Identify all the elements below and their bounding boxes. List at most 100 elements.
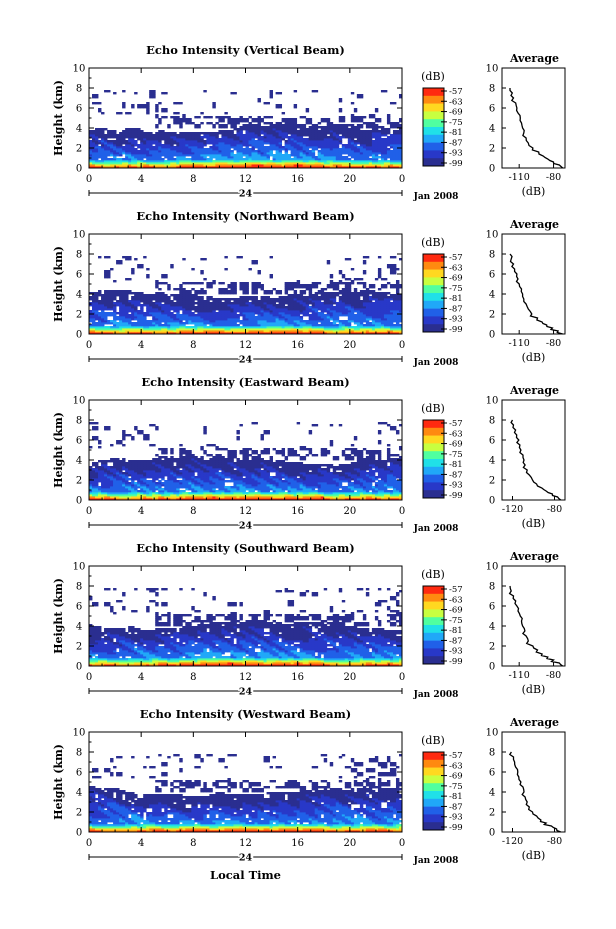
heatmap-cell [209,302,213,305]
heatmap-cell [350,320,355,323]
heatmap-cell [155,104,159,107]
heatmap-cell [359,308,364,311]
heatmap-cell [314,316,319,319]
heatmap-cell [224,330,228,333]
heatmap-cell [92,296,96,299]
heatmap-cell [380,128,385,131]
heatmap-cell [290,294,295,297]
heatmap-cell [359,150,364,153]
heatmap-cell [257,320,261,323]
heatmap-cell [104,142,108,145]
heatmap-cell [218,292,222,295]
heatmap-cell [308,292,313,295]
heatmap-cell [296,326,301,329]
heatmap-cell [95,160,99,163]
heatmap-cell [353,130,358,133]
heatmap-cell [275,130,280,133]
heatmap-cell [131,144,135,147]
heatmap-cell [119,262,123,265]
heatmap-cell [356,328,361,331]
heatmap-cell [323,148,328,151]
heatmap-cell [230,150,234,153]
heatmap-cell [212,140,216,143]
heatmap-cell [305,138,310,141]
heatmap-cell [95,470,99,473]
heatmap-cell [272,148,276,151]
heatmap-cell [230,124,234,127]
heatmap-cell [101,142,105,145]
heatmap-cell [311,128,316,131]
heatmap-cell [167,326,171,329]
heatmap-cell [101,328,105,331]
heatmap-cell [251,308,255,311]
heatmap-cell [230,304,234,307]
heatmap-cell [206,154,210,157]
heatmap-cell [350,316,355,319]
heatmap-cell [308,120,313,123]
heatmap-cell [380,142,385,145]
heatmap-cell [386,306,391,309]
colorbar-tick-label: -69 [449,274,463,284]
heatmap-cell [176,164,180,167]
heatmap-cell [335,306,340,309]
heatmap-cell [176,316,180,319]
heatmap-cell [374,328,379,331]
heatmap-cell [380,156,385,159]
heatmap-cell [383,312,388,315]
heatmap-cell [377,272,382,275]
heatmap-cell [332,306,337,309]
heatmap-cell [122,160,126,163]
heatmap-cell [257,158,261,161]
heatmap-cell [188,120,192,123]
heatmap-cell [101,466,105,469]
heatmap-cell [92,148,96,151]
heatmap-cell [356,136,361,139]
heatmap-cell [251,128,255,131]
heatmap-cell [95,464,99,467]
heatmap-cell [299,294,304,297]
heatmap-cell [299,310,304,313]
heatmap-cell [197,134,201,137]
heatmap-cell [107,320,111,323]
heatmap-cell [224,162,228,165]
heatmap-cell [341,144,346,147]
heatmap-cell [116,318,120,321]
heatmap-cell [383,128,388,131]
heatmap-cell [374,132,379,135]
heatmap-cell [374,318,379,321]
heatmap-cell [185,146,189,149]
heatmap-cell [341,128,346,131]
heatmap-cell [212,314,216,317]
heatmap-cell [278,310,283,313]
heatmap-cell [278,302,283,305]
heatmap-cell [104,462,108,465]
heatmap-cell [344,312,349,315]
heatmap-cell [275,92,280,95]
heatmap-cell [266,304,270,307]
heatmap-cell [137,130,141,133]
heatmap-cell [347,286,352,289]
heatmap-cell [221,318,225,321]
heatmap-cell [329,158,334,161]
heatmap-cell [113,298,117,301]
heatmap-cell [128,162,132,165]
heatmap-cell [344,152,349,155]
heatmap-cell [194,326,198,329]
heatmap-cell [368,312,373,315]
heatmap-cell [95,492,99,495]
heatmap-cell [398,128,403,131]
heatmap-cell [356,128,361,131]
heatmap-cell [146,132,150,135]
heatmap-cell [128,304,132,307]
heatmap-cell [263,300,267,303]
heatmap-cell [104,464,108,467]
heatmap-cell [245,328,249,331]
heatmap-cell [137,292,141,295]
heatmap-cell [179,150,183,153]
heatmap-cell [158,332,162,335]
heatmap-cell [185,320,189,323]
heatmap-cell [395,312,400,315]
heatmap-cell [173,118,177,121]
heatmap-cell [392,302,397,305]
heatmap-cell [101,148,105,151]
